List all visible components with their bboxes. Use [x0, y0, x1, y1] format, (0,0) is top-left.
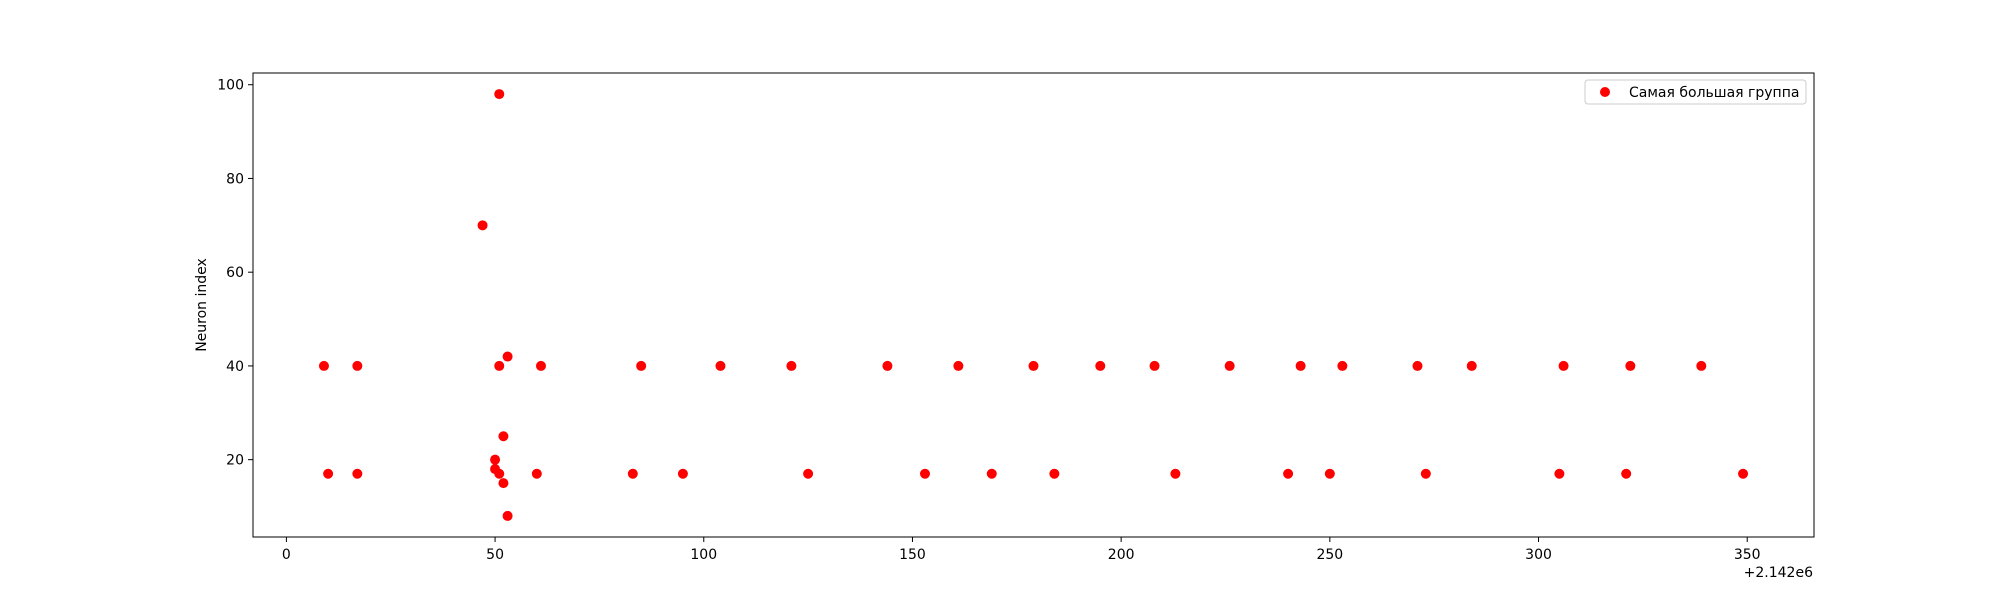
- legend-label: Самая большая группа: [1629, 85, 1799, 101]
- y-tick-label: 100: [217, 78, 244, 94]
- data-point: [1337, 360, 1348, 371]
- data-point: [502, 351, 513, 362]
- x-axis-offset-label: +2.142e6: [1744, 565, 1813, 581]
- data-point: [919, 468, 930, 479]
- data-points: [318, 89, 1749, 521]
- data-point: [803, 468, 814, 479]
- data-point: [1224, 360, 1235, 371]
- data-point: [1149, 360, 1160, 371]
- data-point: [882, 360, 893, 371]
- x-tick-label: 350: [1734, 547, 1761, 563]
- x-tick-label: 250: [1316, 547, 1343, 563]
- legend: Самая большая группа: [1584, 79, 1807, 105]
- data-point: [986, 468, 997, 479]
- data-point: [498, 431, 509, 442]
- data-point: [1170, 468, 1181, 479]
- data-point: [953, 360, 964, 371]
- data-point: [502, 510, 513, 521]
- data-point: [1738, 468, 1749, 479]
- y-tick-label: 20: [226, 453, 244, 469]
- data-point: [1554, 468, 1565, 479]
- legend-marker: [1600, 87, 1610, 97]
- data-point: [1696, 360, 1707, 371]
- data-point: [786, 360, 797, 371]
- data-point: [1095, 360, 1106, 371]
- data-point: [477, 220, 488, 231]
- data-point: [636, 360, 647, 371]
- x-tick-label: 50: [486, 547, 504, 563]
- x-tick-label: 300: [1525, 547, 1552, 563]
- data-point: [323, 468, 334, 479]
- data-point: [490, 454, 501, 465]
- x-tick-label: 0: [282, 547, 291, 563]
- data-point: [1028, 360, 1039, 371]
- x-tick-label: 200: [1108, 547, 1135, 563]
- data-point: [1049, 468, 1060, 479]
- y-tick-label: 80: [226, 171, 244, 187]
- data-point: [352, 360, 363, 371]
- data-point: [715, 360, 726, 371]
- data-point: [1625, 360, 1636, 371]
- plot-area: [252, 72, 1815, 538]
- x-tick-label: 150: [899, 547, 926, 563]
- y-tick-label: 40: [226, 359, 244, 375]
- data-point: [1324, 468, 1335, 479]
- data-point: [535, 360, 546, 371]
- data-point: [531, 468, 542, 479]
- y-tick-label: 60: [226, 265, 244, 281]
- x-tick-label: 100: [690, 547, 717, 563]
- data-point: [494, 360, 505, 371]
- data-point: [1558, 360, 1569, 371]
- data-point: [1283, 468, 1294, 479]
- data-point: [494, 89, 505, 100]
- y-axis: 20 40 60 80 100: [217, 78, 253, 469]
- data-point: [1466, 360, 1477, 371]
- data-point: [352, 468, 363, 479]
- data-point: [318, 360, 329, 371]
- x-axis: 0 50 100 150 200 250 300 350: [282, 537, 1761, 563]
- data-point: [498, 478, 509, 489]
- data-point: [1420, 468, 1431, 479]
- data-point: [1621, 468, 1632, 479]
- legend-box: [1584, 79, 1807, 105]
- data-point: [677, 468, 688, 479]
- y-axis-label: Neuron index: [194, 258, 210, 352]
- data-point: [627, 468, 638, 479]
- data-point: [494, 468, 505, 479]
- data-point: [1295, 360, 1306, 371]
- data-point: [1412, 360, 1423, 371]
